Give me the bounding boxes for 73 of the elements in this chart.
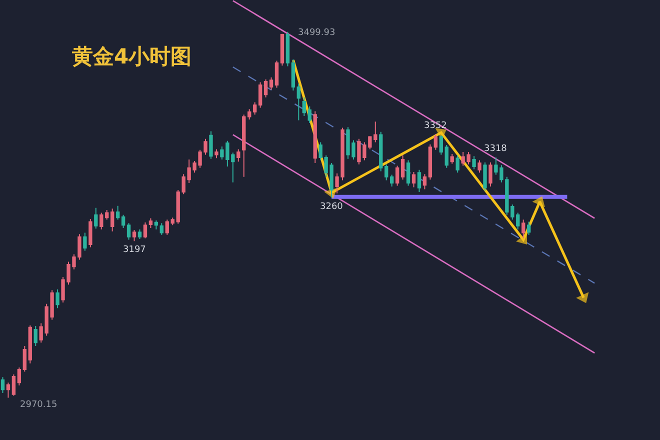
- candlestick: [516, 212, 520, 230]
- annotation: 3197: [123, 245, 146, 255]
- candlestick: [22, 346, 26, 372]
- candlestick: [313, 110, 317, 164]
- candlestick: [280, 33, 284, 66]
- candlestick: [0, 376, 5, 394]
- candlestick: [6, 382, 10, 398]
- text: 黄金4小时图: [71, 44, 192, 68]
- candlestick: [209, 130, 213, 160]
- candlestick: [105, 209, 109, 220]
- candlestick: [291, 58, 296, 91]
- candlestick: [522, 219, 526, 239]
- annotation: 3318: [484, 144, 508, 154]
- candlestick: [478, 160, 482, 174]
- candlestick: [242, 114, 246, 178]
- candlestick: [126, 222, 131, 240]
- candlestick: [450, 154, 454, 164]
- candlestick: [132, 230, 136, 242]
- candlestick: [400, 154, 405, 180]
- candlestick: [526, 221, 531, 236]
- candlestick: [94, 207, 98, 230]
- candlestick: [258, 82, 262, 108]
- candlestick: [269, 76, 274, 90]
- candlestick: [100, 212, 104, 230]
- candlestick: [252, 102, 257, 116]
- candlestick: [165, 219, 169, 236]
- candlestick: [483, 162, 487, 192]
- candlestick: [296, 83, 301, 121]
- candlestick: [138, 228, 142, 240]
- candlestick: [110, 208, 114, 232]
- candlestick: [34, 326, 38, 347]
- candlestick: [236, 148, 240, 162]
- candlestick: [379, 131, 383, 172]
- candlestick: [214, 148, 218, 159]
- candlestick: [308, 106, 312, 124]
- candlestick: [395, 165, 400, 186]
- candlestick: [56, 288, 60, 309]
- point: [576, 292, 589, 304]
- candlestick: [170, 217, 174, 226]
- candlestick: [17, 366, 22, 386]
- annotation: 2970.15: [20, 400, 58, 410]
- candlestick: [274, 60, 279, 88]
- candlestick: [444, 144, 448, 168]
- candlestick: [160, 222, 164, 236]
- candlestick: [417, 169, 422, 193]
- candlestick: [88, 218, 92, 248]
- candlestick: [406, 160, 410, 186]
- candlestick: [439, 134, 443, 156]
- candlestick: [456, 154, 460, 174]
- candlestick: [28, 324, 32, 364]
- annotation: 3260: [320, 202, 344, 212]
- candlestick: [121, 214, 126, 228]
- candlestick: [472, 156, 476, 170]
- candlestick: [302, 96, 306, 117]
- point: [516, 233, 528, 244]
- candlestick: [412, 171, 416, 188]
- candlestick: [384, 164, 388, 181]
- annotation: 3499.93: [298, 28, 336, 38]
- candlestick: [116, 205, 120, 220]
- candlestick: [428, 144, 432, 180]
- candlestick: [83, 232, 87, 252]
- candlestick: [434, 134, 438, 150]
- candlestick: [148, 218, 153, 228]
- candlestick: [422, 174, 427, 190]
- candlestick: [286, 31, 290, 67]
- candlestick: [154, 220, 158, 230]
- candlestick: [248, 108, 252, 120]
- point: [532, 196, 545, 208]
- candlestick: [390, 174, 394, 187]
- candlestick: [143, 222, 148, 239]
- candlestick: [488, 162, 492, 187]
- candlestick: [12, 374, 16, 396]
- candlestick: [264, 78, 268, 98]
